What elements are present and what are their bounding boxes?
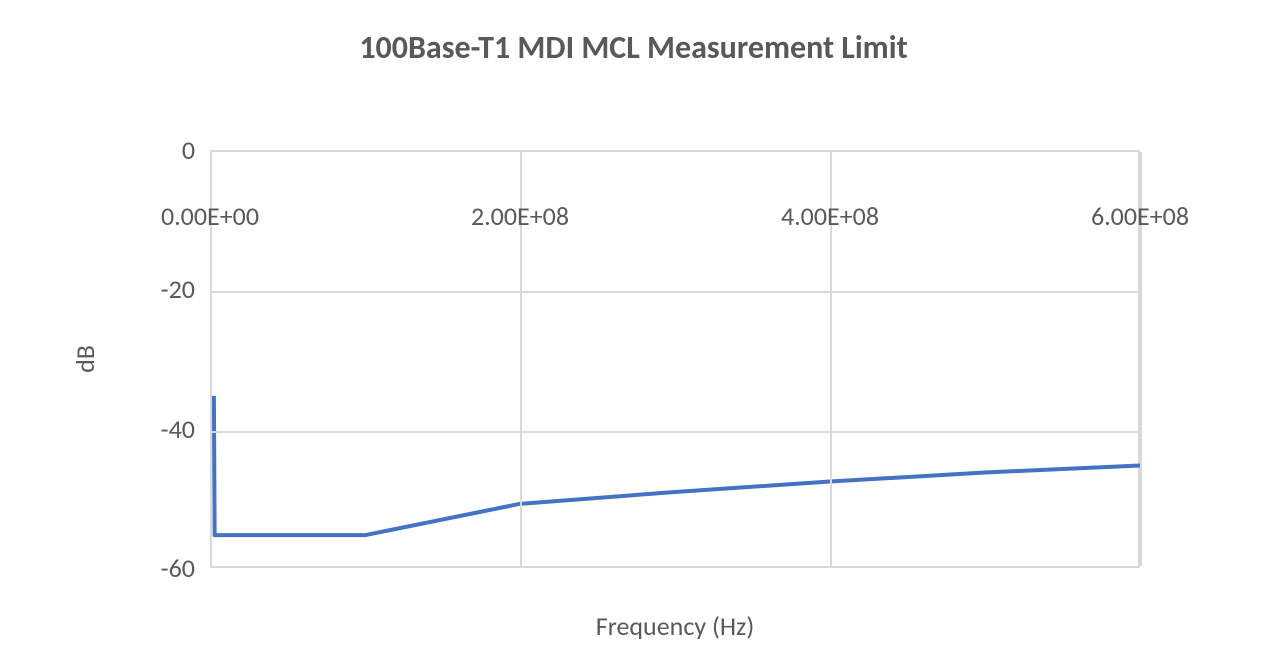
- x-tick-label: 0.00E+00: [161, 200, 259, 232]
- x-tick-label: 4.00E+08: [781, 200, 879, 232]
- y-axis-label: dB: [69, 345, 101, 373]
- plot-area: [210, 150, 1140, 568]
- y-tick-label: -40: [115, 413, 195, 445]
- chart-title: 100Base-T1 MDI MCL Measurement Limit: [0, 28, 1267, 67]
- gridline-horizontal: [210, 431, 1138, 433]
- gridline-horizontal: [210, 291, 1138, 293]
- x-tick-label: 2.00E+08: [471, 200, 569, 232]
- y-tick-label: -20: [115, 273, 195, 305]
- y-tick-label: 0: [115, 134, 195, 166]
- y-tick-label: -60: [115, 552, 195, 584]
- x-tick-label: 6.00E+08: [1091, 200, 1189, 232]
- x-axis-label: Frequency (Hz): [596, 610, 754, 642]
- chart-container: 100Base-T1 MDI MCL Measurement Limit dB …: [0, 0, 1267, 662]
- line-series: [210, 152, 1140, 570]
- data-line: [214, 396, 1140, 535]
